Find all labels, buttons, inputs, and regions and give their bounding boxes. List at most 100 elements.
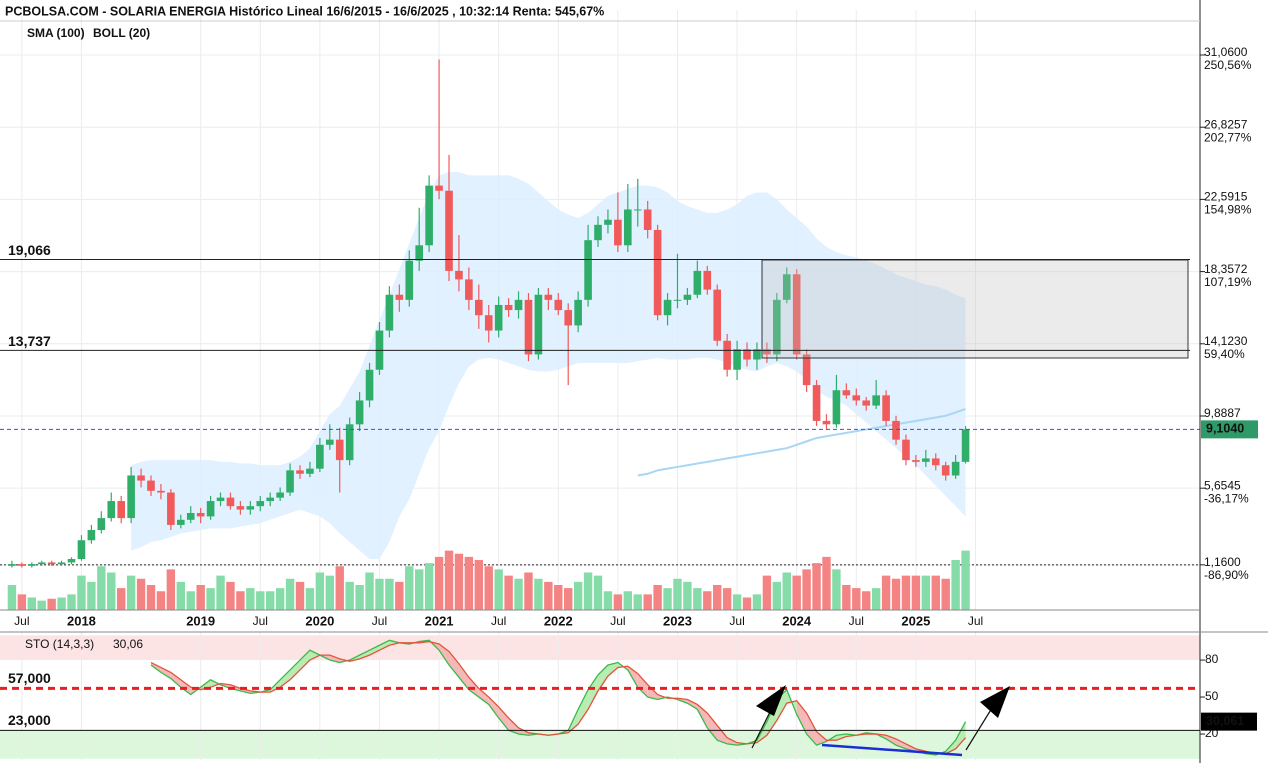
current-label: 30,061 xyxy=(1206,714,1244,728)
x-tick-label: 2019 xyxy=(186,613,215,628)
candle-body xyxy=(961,429,970,462)
volume-bar xyxy=(345,581,354,610)
candle-body xyxy=(415,245,424,261)
candle-body xyxy=(465,279,473,300)
x-tick-label: Jul xyxy=(253,614,268,628)
candle-body xyxy=(852,395,861,401)
candle-body xyxy=(167,492,175,525)
volume-bar xyxy=(732,594,742,610)
sto-fill xyxy=(687,699,698,710)
candle-body xyxy=(286,470,294,493)
candle-body xyxy=(683,294,692,300)
candle-body xyxy=(206,501,215,517)
volume-bar xyxy=(415,569,424,610)
candle-body xyxy=(8,564,16,566)
sto-fill xyxy=(796,700,807,735)
candle-body xyxy=(186,512,195,520)
x-tick-label: 2022 xyxy=(544,613,573,628)
sto-fill xyxy=(170,672,181,688)
volume-bar xyxy=(583,572,593,610)
volume-bar xyxy=(136,578,146,610)
volume-bar xyxy=(256,591,265,610)
volume-bar xyxy=(146,585,156,610)
candle-body xyxy=(18,564,26,566)
sto-fill xyxy=(439,644,450,665)
candle-body xyxy=(763,349,771,355)
candle-body xyxy=(484,315,493,331)
candle-body xyxy=(922,458,930,462)
volume-bar xyxy=(703,591,712,610)
volume-bar xyxy=(77,575,86,610)
volume-bar xyxy=(206,588,215,610)
volume-bar xyxy=(663,588,672,610)
candle-body xyxy=(753,349,761,360)
sto-fill xyxy=(637,673,648,698)
volume-bar xyxy=(285,578,295,610)
y-tick-label: 9,8887 xyxy=(1204,406,1241,420)
sto-fill xyxy=(478,688,489,705)
volume-bar xyxy=(494,569,503,610)
candle-body xyxy=(236,506,245,510)
candle-body xyxy=(544,294,553,300)
volume-bar xyxy=(484,566,493,610)
volume-bar xyxy=(454,553,464,610)
divergence-line xyxy=(821,743,963,757)
volume-bar xyxy=(752,594,762,610)
volume-bar xyxy=(444,550,454,610)
volume-bar xyxy=(951,560,960,610)
candle-body xyxy=(882,395,890,421)
candle-body xyxy=(723,340,731,370)
candle-body xyxy=(872,395,880,406)
sto-fill xyxy=(290,660,300,680)
candle-body xyxy=(574,299,582,326)
volume-bar xyxy=(375,578,384,610)
volume-bar xyxy=(325,575,335,610)
volume-bar xyxy=(673,578,682,610)
candle-body xyxy=(395,294,404,300)
sto-fill xyxy=(955,721,966,749)
zone-band xyxy=(0,635,1200,661)
candle-body xyxy=(643,209,652,230)
sto-fill xyxy=(280,669,291,688)
volume-bar xyxy=(891,578,901,610)
volume-bar xyxy=(355,585,364,610)
y-tick-label: 50 xyxy=(1205,689,1219,703)
volume-bar xyxy=(67,594,76,610)
volume-bar xyxy=(365,572,374,610)
volume-bar xyxy=(683,581,692,610)
y-tick-label: 14,1230 xyxy=(1204,334,1248,348)
volume-bar xyxy=(196,585,205,610)
chart-title: PCBOLSA.COM - SOLARIA ENERGIA Histórico … xyxy=(5,4,604,18)
y-tick-pct-label: 202,77% xyxy=(1204,130,1252,144)
candle-body xyxy=(355,400,364,425)
candle-body xyxy=(504,304,513,311)
volume-bar xyxy=(116,588,126,610)
sto-fill xyxy=(896,738,906,749)
y-tick-pct-label: 107,19% xyxy=(1204,275,1252,289)
volume-bar xyxy=(722,588,732,610)
candle-body xyxy=(326,439,334,445)
volume-bar xyxy=(713,585,722,610)
volume-bar xyxy=(693,588,702,610)
candle-body xyxy=(97,518,106,531)
volume-bar xyxy=(842,585,851,610)
candle-body xyxy=(405,260,414,300)
volume-bar xyxy=(762,575,772,610)
volume-bar xyxy=(504,575,513,610)
legend-entry: BOLL (20) xyxy=(93,26,150,40)
sto-fill xyxy=(607,662,618,677)
candle-body xyxy=(614,219,622,246)
sto-fill xyxy=(498,706,509,731)
volume-bar xyxy=(742,597,752,610)
candle-body xyxy=(633,209,642,211)
candle-body xyxy=(157,490,165,493)
candle-body xyxy=(435,185,443,191)
candle-body xyxy=(494,304,503,331)
sto-fill xyxy=(379,640,390,651)
candle-body xyxy=(624,209,632,246)
volume-bar xyxy=(554,585,563,610)
candle-body xyxy=(892,420,900,440)
candle-body xyxy=(365,369,374,401)
volume-bar xyxy=(295,581,305,610)
sto-fill xyxy=(300,650,310,670)
